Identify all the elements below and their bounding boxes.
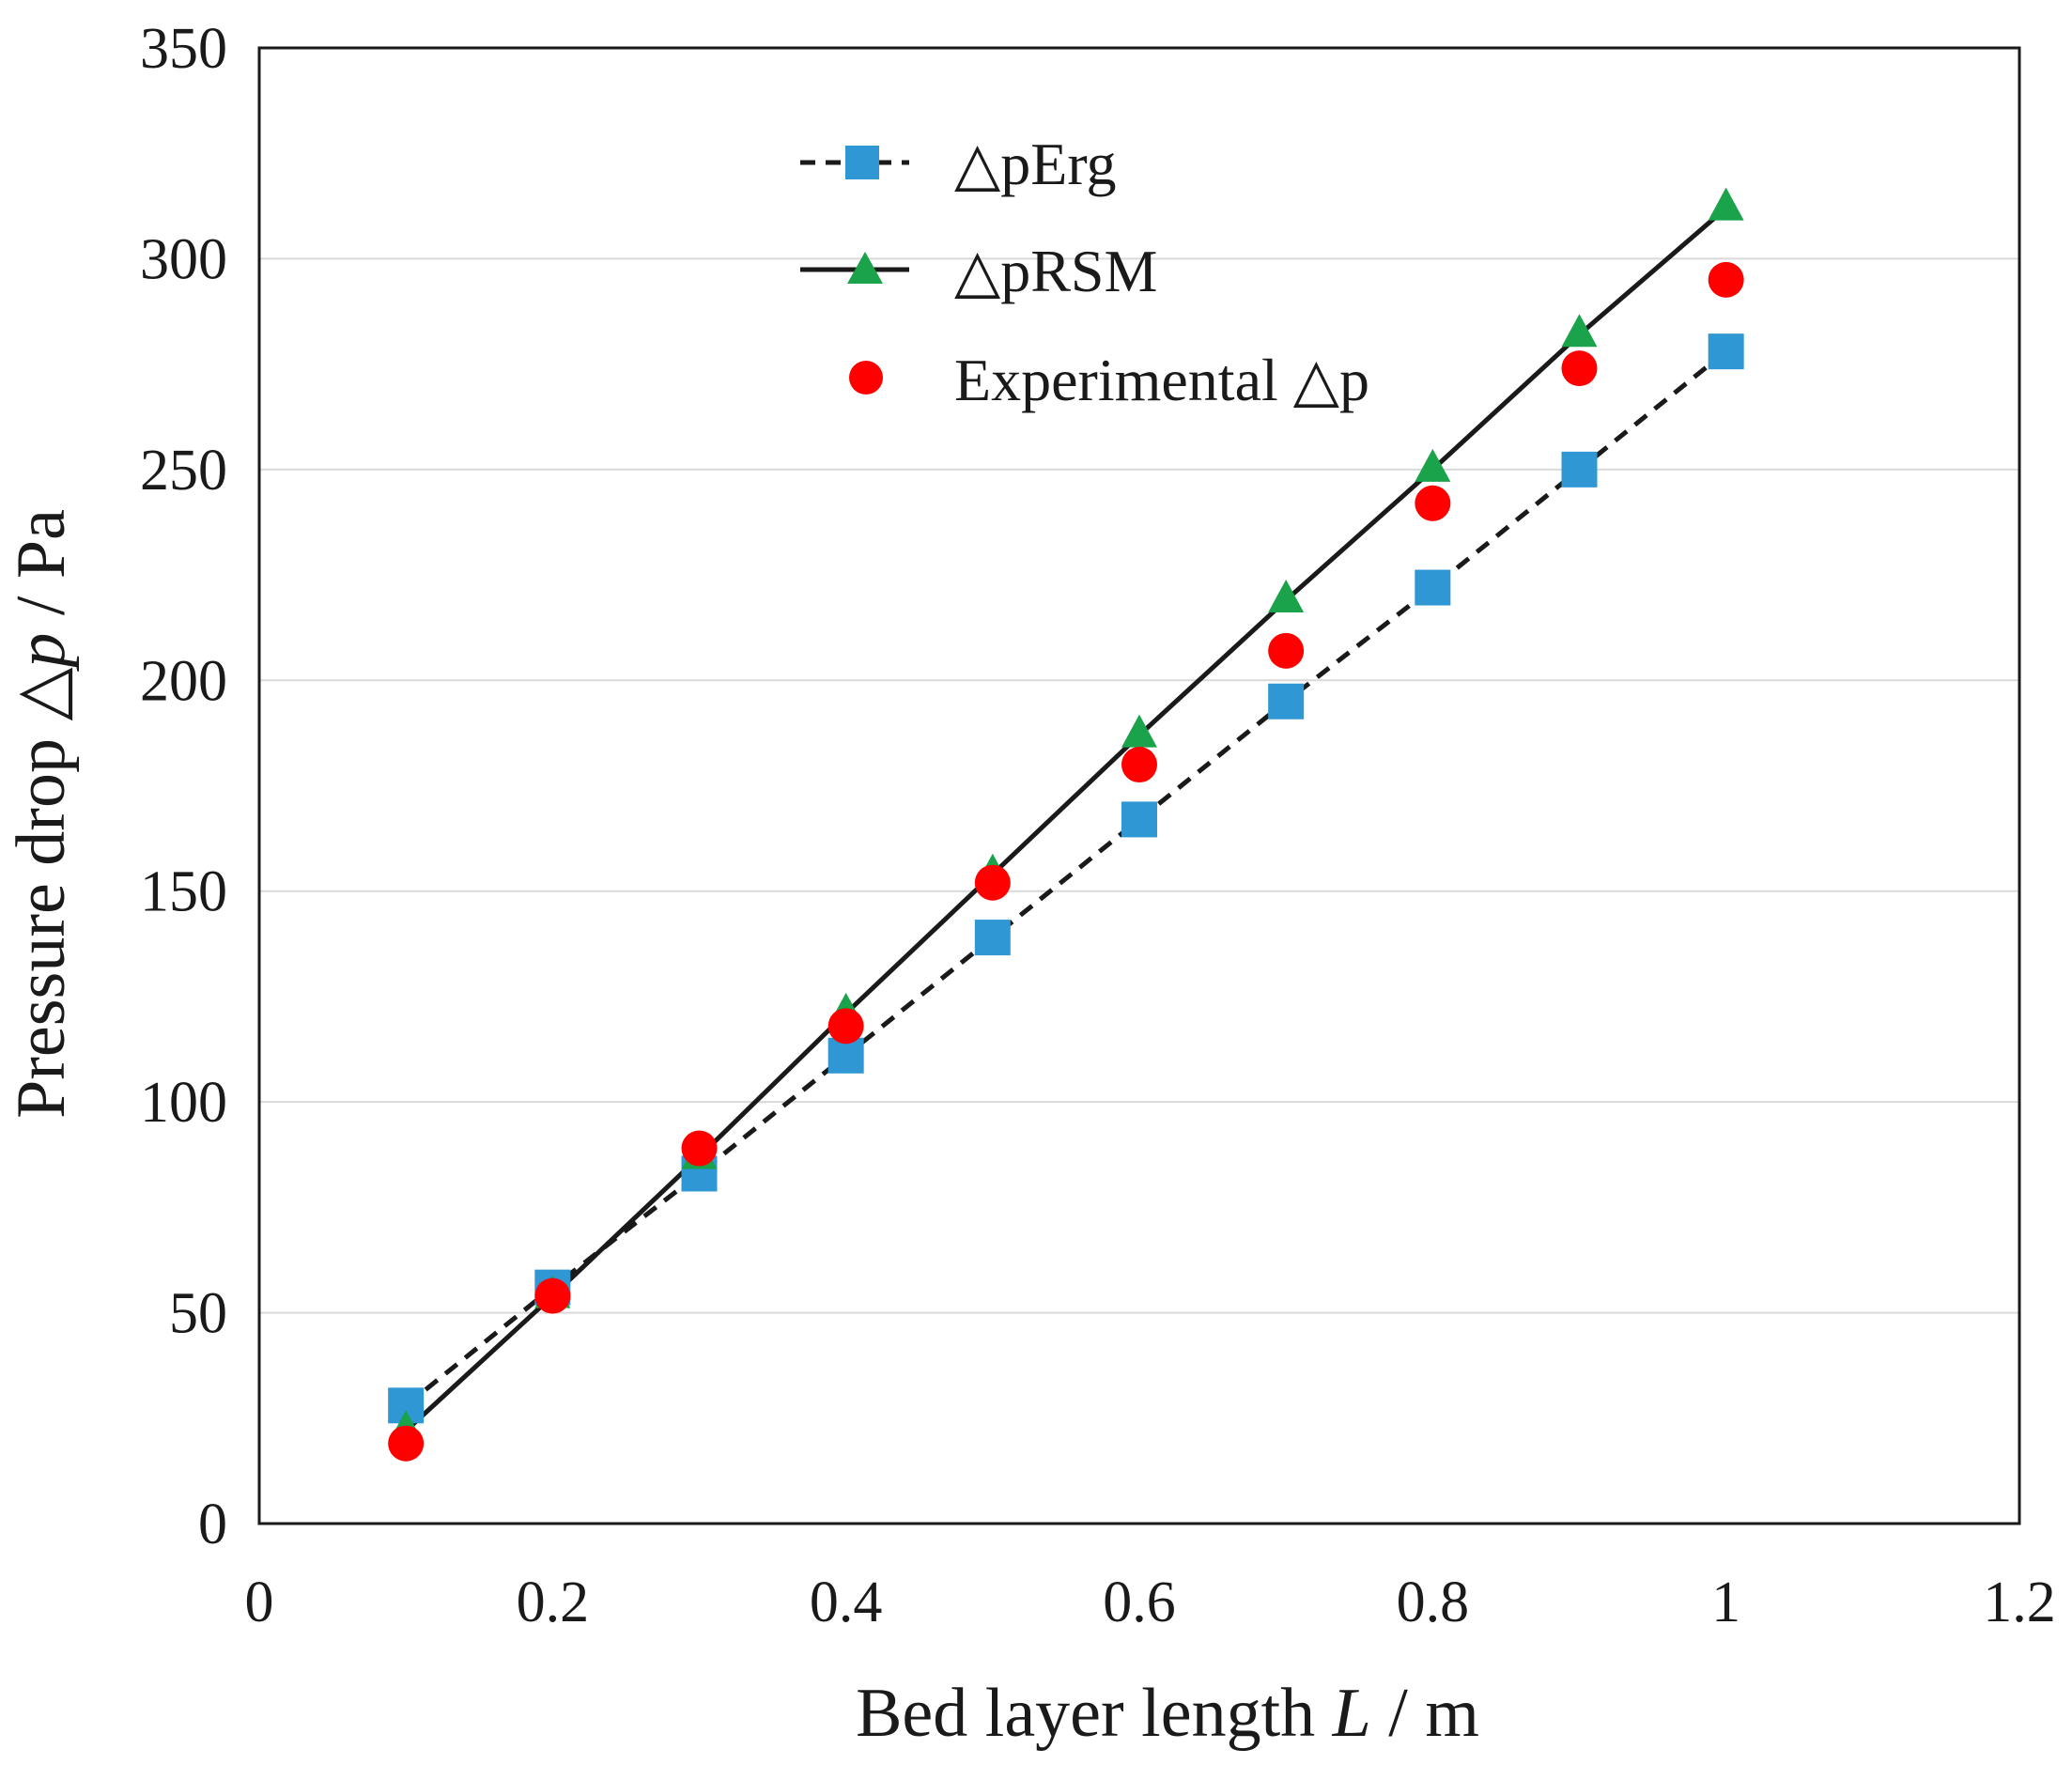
x-axis-title: Bed layer length L / m: [856, 1675, 1479, 1752]
legend-marker-experimental: [849, 361, 883, 395]
y-axis-ticks: 0 50 100 150 200 250 300 350: [140, 17, 227, 1556]
series-line-prsm: [404, 206, 1728, 1433]
y-tick-label: 350: [140, 17, 227, 81]
y-axis-title-prefix: Pressure drop △: [3, 668, 80, 1119]
series-line-perg: [404, 349, 1728, 1408]
legend-label-prsm: △pRSM: [954, 238, 1157, 304]
y-tick-label: 200: [140, 649, 227, 713]
marker-experimental: [1561, 350, 1598, 387]
series-lines: [404, 206, 1728, 1433]
marker-experimental: [827, 1008, 864, 1045]
x-axis-title-variable: L: [1332, 1675, 1371, 1752]
marker-experimental: [534, 1277, 571, 1314]
marker-perg: [1121, 801, 1157, 838]
marker-prsm: [1268, 580, 1305, 613]
x-tick-label: 0.6: [1103, 1571, 1176, 1634]
y-tick-label: 0: [198, 1493, 227, 1556]
legend-marker-prsm: [847, 252, 883, 284]
marker-experimental: [1415, 485, 1451, 521]
marker-perg: [1415, 569, 1451, 606]
x-tick-label: 1.2: [1983, 1571, 2056, 1634]
y-tick-label: 300: [140, 227, 227, 291]
x-tick-label: 0: [245, 1571, 274, 1634]
x-tick-label: 0.2: [517, 1571, 590, 1634]
marker-perg: [1561, 451, 1598, 488]
y-tick-label: 100: [140, 1071, 227, 1135]
marker-perg: [1708, 333, 1744, 370]
marker-experimental: [1268, 632, 1305, 669]
y-tick-label: 150: [140, 860, 227, 924]
marker-experimental: [974, 864, 1011, 901]
y-axis-title: Pressure drop △p / Pa: [3, 509, 80, 1119]
legend-item-perg: △pErg: [800, 131, 1116, 197]
series-markers: [388, 187, 1744, 1462]
marker-experimental: [1708, 261, 1744, 298]
legend-item-prsm: △pRSM: [800, 238, 1157, 304]
x-axis-ticks: 0 0.2 0.4 0.6 0.8 1 1.2: [245, 1571, 2056, 1634]
marker-experimental: [681, 1130, 718, 1167]
legend-marker-perg: [845, 146, 879, 179]
marker-perg: [1268, 683, 1305, 720]
legend-item-experimental: Experimental △p: [849, 347, 1369, 413]
y-tick-label: 50: [169, 1282, 227, 1346]
x-axis-title-prefix: Bed layer length: [856, 1675, 1333, 1752]
marker-experimental: [388, 1425, 425, 1462]
y-axis-title-variable: p: [3, 633, 80, 673]
plot-area-border: [257, 46, 2021, 1525]
x-tick-label: 0.8: [1397, 1571, 1470, 1634]
legend: △pErg △pRSM Experimental △p: [800, 131, 1369, 413]
marker-prsm: [1708, 187, 1744, 221]
y-tick-label: 250: [140, 439, 227, 503]
x-tick-label: 1: [1711, 1571, 1740, 1634]
legend-label-experimental: Experimental △p: [954, 347, 1369, 413]
marker-prsm: [1561, 314, 1598, 348]
marker-experimental: [1121, 747, 1157, 783]
marker-prsm: [1121, 714, 1157, 748]
marker-prsm: [1415, 448, 1451, 482]
legend-label-perg: △pErg: [954, 131, 1116, 197]
y-axis-title-suffix: / Pa: [3, 509, 80, 633]
marker-perg: [974, 920, 1011, 956]
x-axis-title-suffix: / m: [1371, 1675, 1479, 1752]
x-tick-label: 0.4: [810, 1571, 883, 1634]
